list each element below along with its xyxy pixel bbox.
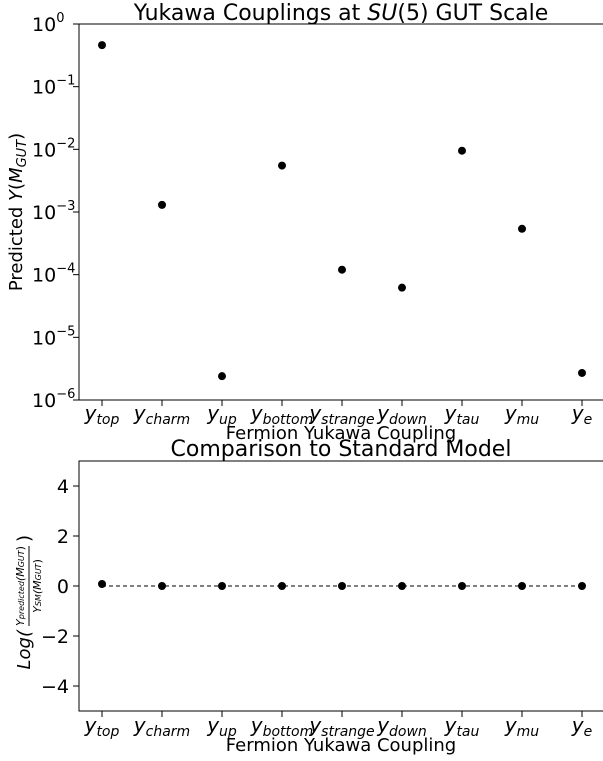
bottom-x-tick-label: ytop — [84, 713, 120, 740]
top-data-points — [98, 41, 586, 381]
top-y-tick-label: 10−6 — [32, 387, 75, 412]
bottom-y-tick-label: 0 — [57, 576, 69, 598]
bottom-y-tick-label: 2 — [57, 526, 69, 548]
bottom-chart-title: Comparison to Standard Model — [171, 437, 512, 462]
top-x-tick-label: ymu — [504, 401, 539, 428]
top-data-point-bottom — [278, 161, 286, 170]
bottom-x-tick-label: ycharm — [133, 713, 190, 740]
top-y-tick-label: 10−1 — [32, 74, 75, 99]
bottom-y-axis-ticks: 4 2 0 −2 −4 — [41, 476, 79, 698]
top-x-tick-label: ybottom — [250, 401, 313, 428]
bottom-y-tick-label: −4 — [41, 676, 69, 698]
bottom-data-point-down — [398, 582, 406, 590]
top-y-tick-label: 10−4 — [32, 262, 75, 287]
top-x-axis-label: Fermion Yukawa Coupling — [226, 423, 456, 444]
top-y-tick-label: 100 — [32, 11, 64, 36]
bottom-data-points — [98, 580, 586, 590]
top-data-point-mu — [518, 224, 526, 233]
top-y-axis-label: Predicted Y(MGUT) — [6, 133, 30, 291]
top-x-tick-label: ydown — [376, 401, 427, 428]
bottom-data-point-tau — [458, 582, 466, 590]
top-x-tick-label: ystrange — [308, 401, 374, 428]
bottom-x-tick-label: ybottom — [250, 713, 313, 740]
top-data-point-up — [218, 372, 226, 381]
bottom-data-point-bottom — [278, 582, 286, 590]
top-data-point-top — [98, 41, 106, 50]
bottom-x-tick-label: yup — [206, 713, 237, 740]
top-x-tick-label: ye — [571, 401, 592, 428]
bottom-y-tick-label: −2 — [41, 626, 69, 648]
top-x-tick-label: ytop — [84, 401, 120, 428]
y-label-log-close: ) — [14, 535, 35, 542]
top-x-tick-label: yup — [206, 401, 237, 428]
bottom-x-tick-label: ytau — [444, 713, 480, 740]
top-data-point-down — [398, 283, 406, 292]
bottom-x-tick-label: ydown — [376, 713, 427, 740]
bottom-x-tick-label: ymu — [504, 713, 539, 740]
bottom-y-axis-label: Log( Ypredicted(MGUT) YSM(MGUT) ) — [14, 535, 44, 670]
bottom-data-point-e — [578, 582, 586, 590]
top-y-axis-ticks: 100 10−1 10−2 10−3 10−4 10−5 10−6 — [32, 11, 79, 412]
bottom-data-point-strange — [338, 582, 346, 590]
top-y-tick-label: 10−3 — [32, 199, 75, 224]
top-x-tick-label: ycharm — [133, 401, 190, 428]
bottom-data-point-top — [98, 580, 106, 588]
top-data-point-tau — [458, 146, 466, 155]
y-label-numerator: Ypredicted(MGUT) — [14, 546, 27, 626]
top-data-point-e — [578, 368, 586, 377]
top-x-tick-label: ytau — [444, 401, 480, 428]
bottom-x-axis-label: Fermion Yukawa Coupling — [226, 735, 456, 756]
bottom-data-point-charm — [158, 582, 166, 590]
top-data-point-strange — [338, 265, 346, 274]
y-label-log-open: Log( — [14, 629, 35, 669]
bottom-x-tick-label: ye — [571, 713, 592, 740]
top-plot-frame — [78, 23, 603, 401]
top-y-tick-label: 10−5 — [32, 324, 75, 349]
bottom-y-tick-label: 4 — [57, 476, 69, 498]
top-data-point-charm — [158, 200, 166, 209]
top-chart-title: Yukawa Couplings at SU(5) GUT Scale — [133, 1, 549, 26]
bottom-data-point-up — [218, 582, 226, 590]
bottom-data-point-mu — [518, 582, 526, 590]
bottom-x-tick-label: ystrange — [308, 713, 374, 740]
top-chart: Yukawa Couplings at SU(5) GUT Scale 1001… — [6, 1, 603, 444]
bottom-chart: Comparison to Standard Model 4 2 0 −2 −4 yto… — [14, 437, 603, 756]
y-label-denominator: YSM(MGUT) — [31, 559, 44, 613]
top-y-tick-label: 10−2 — [32, 136, 75, 161]
